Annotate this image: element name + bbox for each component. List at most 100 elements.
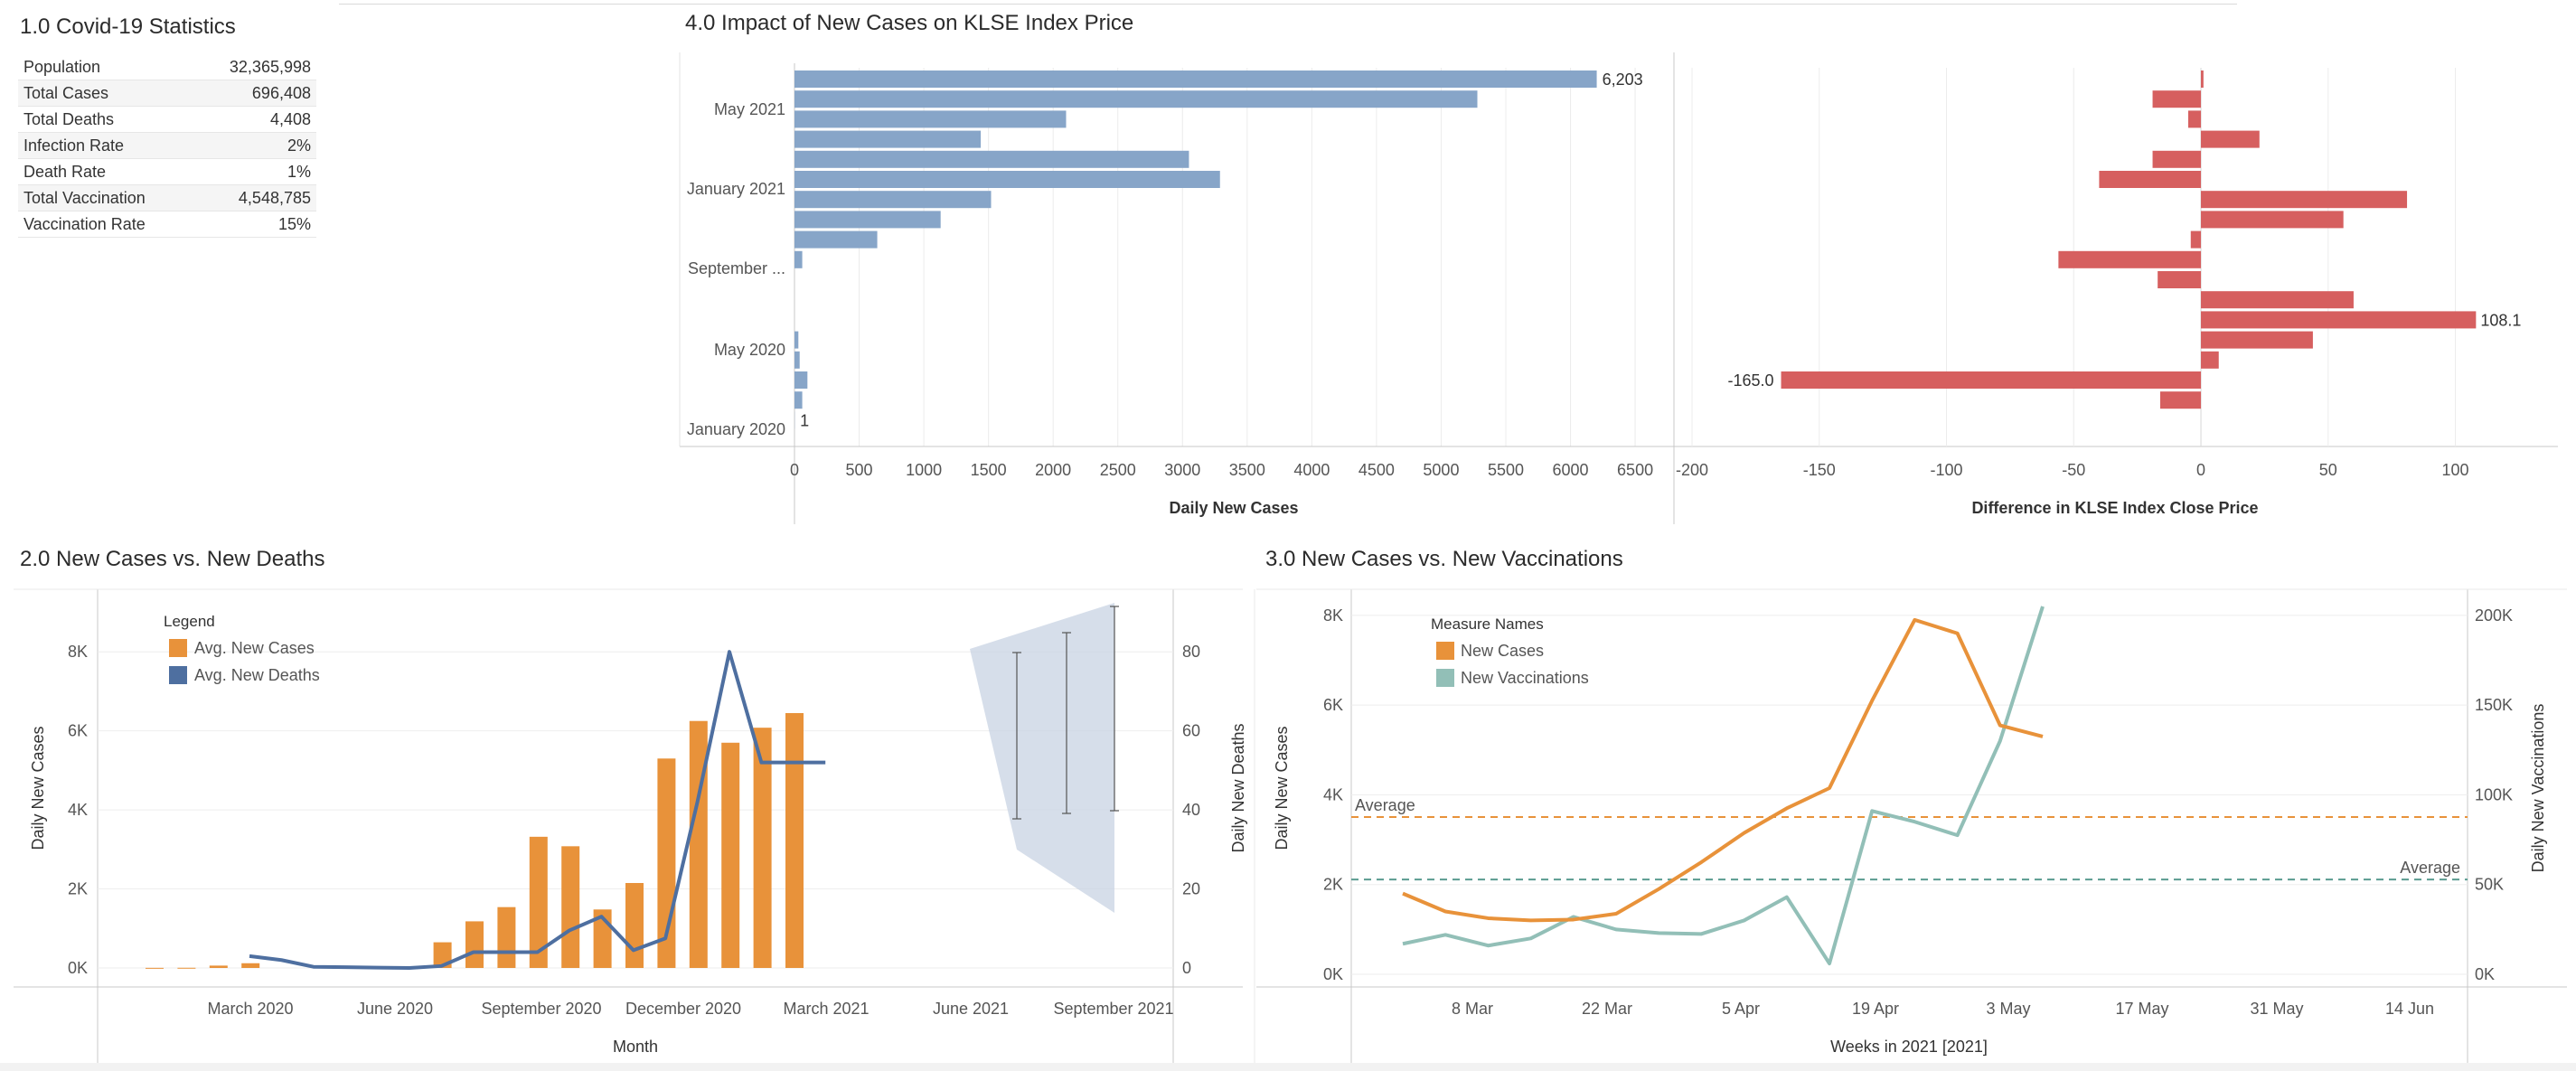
case-x-tick: 0 bbox=[790, 461, 799, 479]
deaths-y-tick: 80 bbox=[1182, 643, 1200, 661]
month-tick-label: January 2020 bbox=[687, 420, 785, 438]
klse-x-tick: 50 bbox=[2319, 461, 2337, 479]
cases-y-axis-title: Daily New Cases bbox=[1273, 726, 1291, 850]
cases-y-tick: 8K bbox=[68, 643, 88, 661]
cases-bar bbox=[561, 846, 580, 968]
vaccinations-line bbox=[1402, 606, 2045, 966]
klse-bar-label: 108.1 bbox=[2480, 311, 2521, 329]
deaths-y-axis-title: Daily New Deaths bbox=[1229, 723, 1247, 852]
month-tick-label: May 2020 bbox=[714, 341, 785, 359]
stats-value: 4,548,785 bbox=[193, 184, 316, 211]
case-bar-label: 1 bbox=[800, 411, 809, 429]
stats-row: Infection Rate 2% bbox=[18, 132, 316, 159]
month-x-axis-title: Month bbox=[613, 1038, 658, 1056]
case-x-tick: 2500 bbox=[1100, 461, 1136, 479]
case-x-tick: 1500 bbox=[971, 461, 1007, 479]
stats-value: 4,408 bbox=[193, 106, 316, 133]
klse-bar bbox=[2201, 130, 2260, 148]
case-x-tick: 6000 bbox=[1553, 461, 1589, 479]
week-x-tick: 5 Apr bbox=[1722, 1000, 1760, 1018]
case-bar bbox=[794, 90, 1478, 108]
deaths-y-tick: 60 bbox=[1182, 722, 1200, 740]
cases-bar bbox=[625, 882, 644, 968]
case-bar bbox=[794, 130, 982, 148]
klse-bar bbox=[2158, 271, 2202, 288]
cases-bar bbox=[529, 836, 548, 968]
case-x-tick: 4500 bbox=[1359, 461, 1395, 479]
month-tick-label: September ... bbox=[688, 259, 785, 277]
case-bar bbox=[794, 150, 1189, 168]
klse-x-tick: -100 bbox=[1930, 461, 1962, 479]
klse-bar bbox=[2201, 211, 2344, 229]
klse-bar bbox=[2187, 110, 2202, 128]
legend-swatch-cases bbox=[1436, 642, 1454, 660]
klse-bar bbox=[2201, 331, 2313, 349]
top-divider bbox=[339, 4, 2237, 5]
legend-label: Avg. New Deaths bbox=[194, 666, 320, 684]
week-x-tick: 3 May bbox=[1986, 1000, 2030, 1018]
stats-title: 1.0 Covid-19 Statistics bbox=[20, 14, 236, 39]
vacc-y-tick: 100K bbox=[2475, 785, 2513, 803]
cases-y-tick: 6K bbox=[1323, 696, 1343, 714]
case-x-tick: 1000 bbox=[906, 461, 942, 479]
cases-y-tick: 0K bbox=[68, 959, 88, 977]
stats-row: Total Vaccination 4,548,785 bbox=[18, 184, 316, 211]
cases-vaccinations-title: 3.0 New Cases vs. New Vaccinations bbox=[1265, 547, 1623, 571]
klse-bar bbox=[1781, 371, 2202, 389]
month-x-tick: March 2020 bbox=[207, 1000, 293, 1018]
klse-bar bbox=[2058, 250, 2202, 268]
case-x-tick: 3500 bbox=[1229, 461, 1265, 479]
case-bar bbox=[794, 70, 1597, 88]
klse-bar-label: -165.0 bbox=[1727, 371, 1773, 390]
month-tick-label: May 2021 bbox=[714, 100, 785, 118]
case-bar bbox=[794, 250, 803, 268]
legend-label: Avg. New Cases bbox=[194, 639, 315, 657]
klse-bar bbox=[2152, 90, 2202, 108]
vacc-y-tick: 0K bbox=[2475, 965, 2495, 983]
stats-label: Vaccination Rate bbox=[18, 211, 194, 238]
cases-bar bbox=[241, 963, 260, 968]
case-bar bbox=[794, 171, 1220, 188]
klse-x-tick: -200 bbox=[1676, 461, 1708, 479]
cases-y-tick: 2K bbox=[68, 880, 88, 898]
week-x-tick: 19 Apr bbox=[1852, 1000, 1899, 1018]
klse-bar bbox=[2159, 391, 2202, 409]
klse-chart-title: 4.0 Impact of New Cases on KLSE Index Pr… bbox=[685, 11, 1134, 35]
week-x-tick: 31 May bbox=[2250, 1000, 2303, 1018]
week-x-tick: 14 Jun bbox=[2385, 1000, 2434, 1018]
klse-bar bbox=[2201, 70, 2204, 88]
klse-bar bbox=[2201, 351, 2219, 369]
case-x-tick: 500 bbox=[846, 461, 873, 479]
klse-bar bbox=[2201, 291, 2354, 309]
stats-label: Total Vaccination bbox=[18, 184, 194, 211]
cases-y-tick: 4K bbox=[1323, 785, 1343, 803]
stats-value: 2% bbox=[193, 132, 316, 159]
cases-bar bbox=[721, 742, 740, 968]
case-x-axis-title: Daily New Cases bbox=[1169, 499, 1298, 517]
klse-x-tick: 0 bbox=[2196, 461, 2205, 479]
legend-swatch-vaccinations bbox=[1436, 669, 1454, 687]
cases-y-axis-title: Daily New Cases bbox=[29, 726, 47, 850]
stats-label: Total Deaths bbox=[18, 106, 194, 133]
case-bar bbox=[794, 371, 808, 389]
stats-label: Population bbox=[18, 54, 194, 80]
klse-x-tick: 100 bbox=[2442, 461, 2469, 479]
week-x-axis-title: Weeks in 2021 [2021] bbox=[1830, 1038, 1988, 1056]
cases-bar bbox=[497, 907, 516, 968]
vacc-y-tick: 150K bbox=[2475, 696, 2513, 714]
legend-label: New Cases bbox=[1461, 642, 1544, 660]
cases-y-tick: 6K bbox=[68, 722, 88, 740]
stats-label: Death Rate bbox=[18, 158, 194, 185]
deaths-y-tick: 20 bbox=[1182, 880, 1200, 898]
klse-bar bbox=[2099, 171, 2202, 188]
cases-bar bbox=[177, 967, 196, 969]
stats-label: Total Cases bbox=[18, 80, 194, 107]
stats-value: 32,365,998 bbox=[193, 54, 316, 80]
stats-value: 1% bbox=[193, 158, 316, 185]
cases-y-tick: 4K bbox=[68, 801, 88, 819]
case-bar bbox=[794, 331, 799, 349]
case-bar bbox=[794, 211, 941, 229]
deaths-y-tick: 40 bbox=[1182, 801, 1200, 819]
klse-bar bbox=[2190, 230, 2202, 249]
month-x-tick: September 2020 bbox=[481, 1000, 601, 1018]
